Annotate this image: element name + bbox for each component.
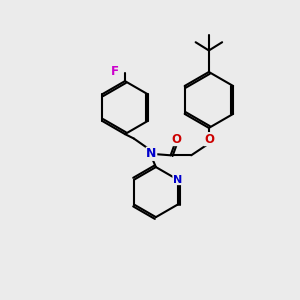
Text: O: O [204, 133, 214, 146]
Text: N: N [173, 175, 182, 184]
Text: F: F [111, 65, 119, 78]
Text: O: O [172, 133, 182, 146]
Text: N: N [146, 147, 157, 160]
